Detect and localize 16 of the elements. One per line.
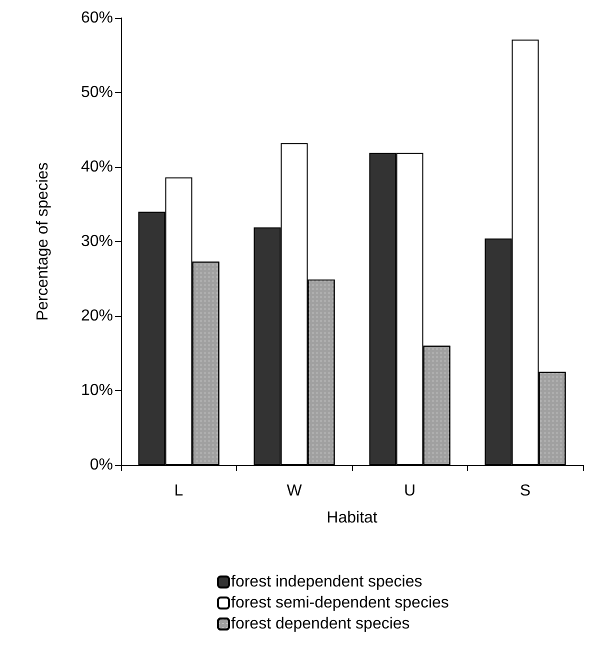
legend-label: forest semi-dependent species — [231, 594, 449, 612]
y-axis-title: Percentage of species — [34, 162, 52, 321]
y-tick-label: 40% — [80, 158, 113, 176]
y-tick-label: 30% — [80, 233, 113, 250]
y-tick-label: 10% — [80, 382, 113, 399]
x-tick-label: S — [520, 482, 531, 500]
y-tick-label: 0% — [90, 456, 113, 474]
y-tick-label: 50% — [80, 84, 113, 101]
x-axis-title: Habitat — [326, 510, 378, 526]
x-tick-label: L — [174, 482, 184, 500]
x-tick-label: U — [404, 482, 416, 500]
x-tick-label: W — [286, 482, 303, 500]
legend-label: forest independent species — [231, 574, 422, 590]
legend-label: forest dependent species — [231, 616, 410, 632]
y-tick-label: 60% — [80, 10, 113, 26]
y-tick-label: 20% — [80, 308, 113, 324]
